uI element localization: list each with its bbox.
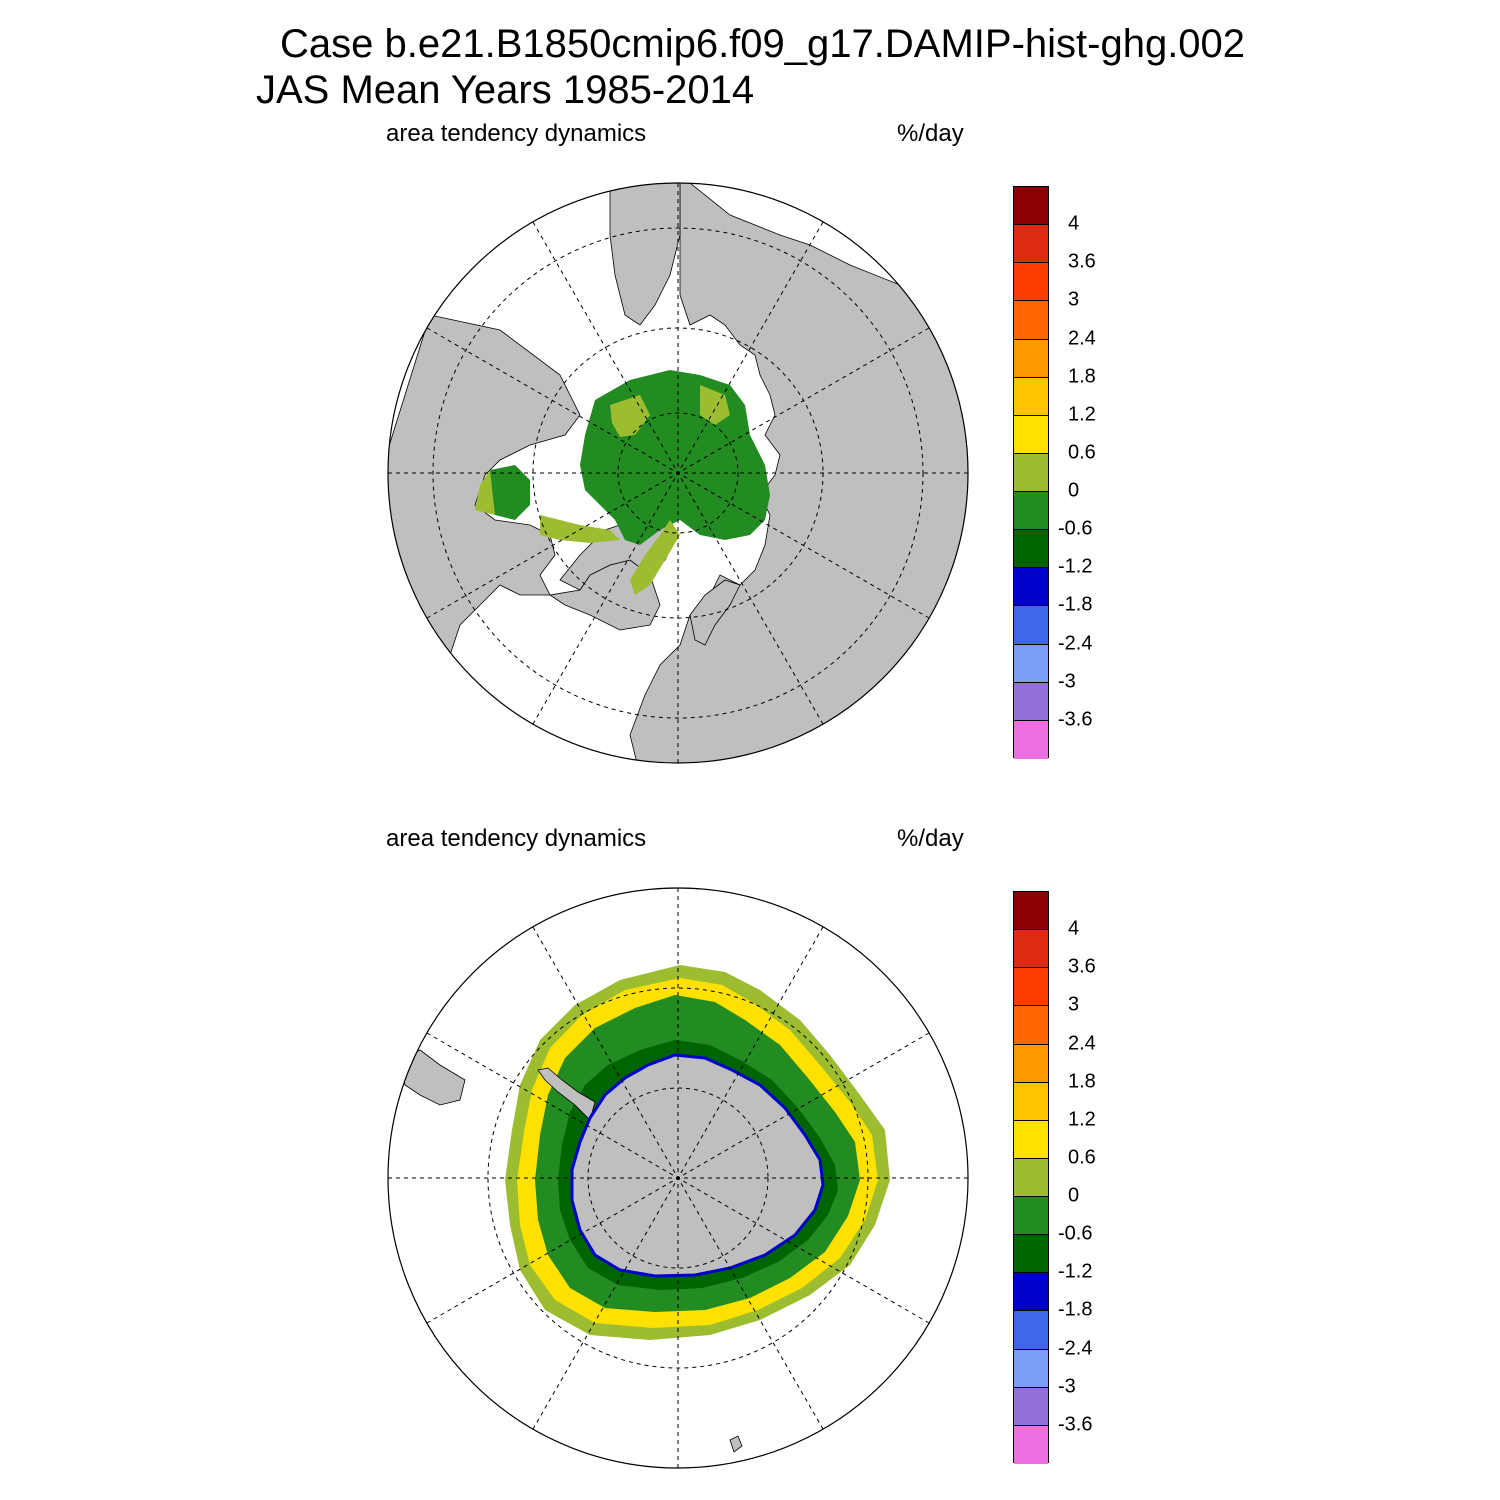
scandinavia-land [689,579,741,646]
south-colorbar-box [1014,1273,1048,1312]
south-colorbar-box [1014,1044,1048,1083]
south-panel-units-label: %/day [897,825,964,852]
north-colorbar-box [1014,377,1048,416]
south-colorbar-box [1014,930,1048,969]
south-colorbar-tick-label: 2.4 [1068,1032,1096,1055]
south-colorbar-box [1014,968,1048,1007]
north-colorbar-tick-label: 0.6 [1068,441,1096,464]
north-colorbar-tick-label: 1.2 [1068,403,1096,426]
north-colorbar-box [1014,530,1048,569]
north-colorbar-box [1014,682,1048,721]
north-colorbar-tick-label: 0 [1068,479,1080,502]
north-colorbar-box [1014,301,1048,340]
north-colorbar-box [1014,415,1048,454]
south-colorbar-box [1014,892,1048,931]
south-colorbar-tick-label: 0 [1068,1184,1080,1207]
south-colorbar-box [1014,1082,1048,1121]
south-colorbar-box [1014,1006,1048,1045]
south-colorbar-tick-label: -1.2 [1058,1260,1093,1283]
south-colorbar-box [1014,1120,1048,1159]
south-map-border [387,887,969,1469]
south-colorbar-tick-label: 3 [1068,993,1080,1016]
north-colorbar-tick-label: -3 [1058,670,1076,693]
south-colorbar-tick-label: 3.6 [1068,955,1096,978]
north-graticule [388,183,968,763]
north-colorbar-tick-label: -1.8 [1058,593,1093,616]
antarctic-peninsula-land [537,1067,596,1121]
south-colorbar-box [1014,1197,1048,1236]
south-colorbar-tick-label: 4 [1068,917,1080,940]
south-colorbar-box [1014,1235,1048,1274]
north-map-border [387,182,969,764]
south-colorbar-tick-label: 0.6 [1068,1146,1096,1169]
south-colorbar-box [1014,1387,1048,1426]
south-colorbar-tick-label: -1.8 [1058,1298,1093,1321]
antarctic-coast-strong-negative [570,1053,825,1278]
hudson-bay-field [485,465,530,520]
north-colorbar [1013,186,1049,759]
north-colorbar-tick-label: 4 [1068,212,1080,235]
north-colorbar-tick-label: 1.8 [1068,365,1096,388]
south-colorbar-box [1014,1158,1048,1197]
south-colorbar-tick-label: 1.2 [1068,1108,1096,1131]
north-panel-left-label: area tendency dynamics [386,120,647,147]
south-colorbar-tick-label: -2.4 [1058,1337,1093,1360]
north-colorbar-box [1014,606,1048,645]
figure-title-case: Case b.e21.B1850cmip6.f09_g17.DAMIP-hist… [280,22,1246,66]
south-colorbar-tick-label: -0.6 [1058,1222,1093,1245]
north-colorbar-tick-label: 2.4 [1068,327,1096,350]
south-panel-left-label: area tendency dynamics [386,825,647,852]
north-colorbar-tick-label: -3.6 [1058,708,1093,731]
south-polar-map [387,887,969,1469]
north-colorbar-box [1014,644,1048,683]
north-colorbar-box [1014,187,1048,226]
north-colorbar-box [1014,263,1048,302]
north-polar-map [387,182,969,764]
south-colorbar [1013,891,1049,1464]
north-colorbar-box [1014,225,1048,264]
south-america-land [399,1049,466,1106]
hudson-bay-positive [475,470,495,515]
south-colorbar-box [1014,1349,1048,1388]
north-colorbar-tick-label: -1.2 [1058,555,1093,578]
north-colorbar-box [1014,339,1048,378]
south-colorbar-tick-label: -3 [1058,1375,1076,1398]
north-colorbar-tick-label: -2.4 [1058,632,1093,655]
north-colorbar-box [1014,453,1048,492]
north-colorbar-tick-label: 3.6 [1068,250,1096,273]
south-colorbar-box [1014,1311,1048,1350]
south-graticule [388,888,968,1468]
sub-antarctic-island [729,1435,743,1453]
alaska-land [609,183,681,326]
north-panel-units-label: %/day [897,120,964,147]
north-colorbar-tick-label: 3 [1068,288,1080,311]
north-colorbar-tick-label: -0.6 [1058,517,1093,540]
south-colorbar-tick-label: -3.6 [1058,1413,1093,1436]
north-map-content [388,183,968,763]
figure-title-period: JAS Mean Years 1985-2014 [256,68,755,112]
south-colorbar-tick-label: 1.8 [1068,1070,1096,1093]
arctic-positive-patch-3 [630,520,680,595]
north-colorbar-box [1014,492,1048,531]
arctic-positive-patch-4 [540,515,620,543]
south-colorbar-box [1014,1425,1048,1464]
south-map-content [388,888,968,1468]
north-colorbar-box [1014,720,1048,759]
north-colorbar-box [1014,568,1048,607]
